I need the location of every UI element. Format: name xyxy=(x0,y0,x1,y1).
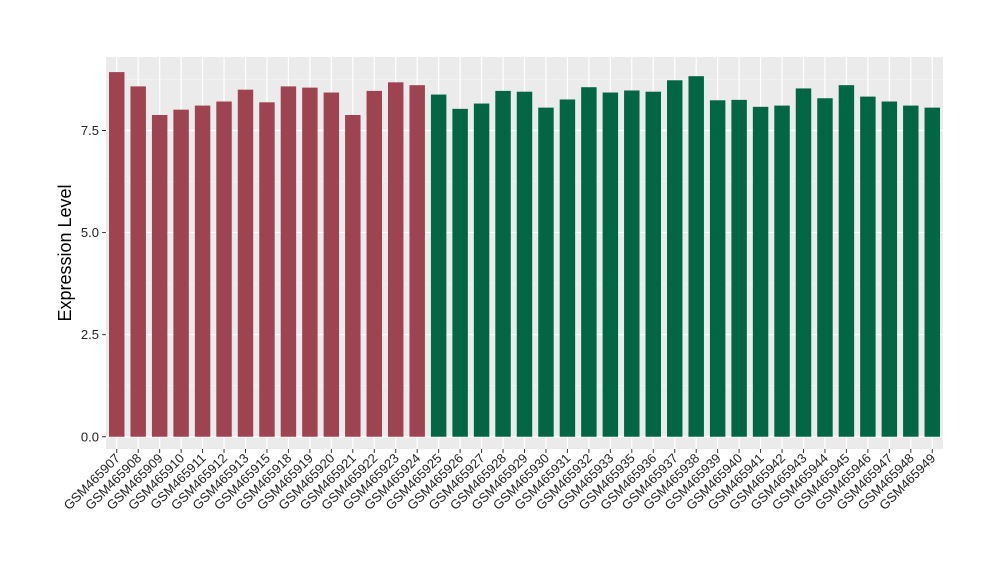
bar-GSM465928 xyxy=(495,90,511,437)
bar-GSM465924 xyxy=(409,85,425,437)
bar-GSM465936 xyxy=(645,91,661,437)
bar-GSM465948 xyxy=(903,105,919,437)
bar-GSM465909 xyxy=(151,114,168,437)
bar-GSM465941 xyxy=(752,106,769,437)
bar-GSM465919 xyxy=(302,87,318,437)
y-axis-title: Expression Level xyxy=(55,184,75,321)
bar-GSM465908 xyxy=(130,86,146,437)
bar-GSM465918 xyxy=(280,86,297,437)
bar-GSM465947 xyxy=(881,101,898,437)
bar-GSM465921 xyxy=(345,114,361,437)
y-axis: 0.0 2.5 5.0 7.5 xyxy=(81,123,106,444)
bar-GSM465943 xyxy=(795,88,812,437)
bar-GSM465926 xyxy=(452,108,468,437)
bar-GSM465929 xyxy=(516,91,533,437)
bar-GSM465939 xyxy=(709,100,726,437)
bar-GSM465913 xyxy=(237,89,254,437)
bar-GSM465910 xyxy=(173,109,189,437)
bar-GSM465933 xyxy=(602,92,619,437)
bar-GSM465925 xyxy=(430,94,447,437)
bar-GSM465907 xyxy=(109,72,125,437)
y-tick-label: 2.5 xyxy=(81,327,99,342)
bar-GSM465923 xyxy=(388,82,404,437)
bar-GSM465911 xyxy=(194,105,211,437)
bar-GSM465927 xyxy=(473,103,490,437)
bar-GSM465935 xyxy=(624,90,640,437)
bar-GSM465945 xyxy=(838,85,855,437)
y-tick-label: 0.0 xyxy=(81,429,99,444)
bar-GSM465937 xyxy=(667,80,683,437)
bar-GSM465946 xyxy=(860,96,876,437)
bar-GSM465944 xyxy=(817,98,833,437)
bar-GSM465942 xyxy=(774,105,790,437)
bar-GSM465932 xyxy=(581,87,597,437)
bar-GSM465912 xyxy=(216,101,232,437)
bar-GSM465938 xyxy=(688,76,704,437)
bar-GSM465930 xyxy=(538,107,554,437)
bar-GSM465922 xyxy=(366,90,382,437)
bar-GSM465931 xyxy=(559,99,576,437)
bar-GSM465915 xyxy=(259,102,275,437)
bar-GSM465949 xyxy=(924,107,940,437)
bar-GSM465920 xyxy=(323,92,340,437)
y-tick-label: 7.5 xyxy=(81,123,99,138)
x-axis: GSM465907GSM465908GSM465909GSM465910GSM4… xyxy=(61,449,938,513)
y-tick-label: 5.0 xyxy=(81,225,99,240)
bars xyxy=(109,72,940,437)
bar-GSM465940 xyxy=(731,99,747,437)
